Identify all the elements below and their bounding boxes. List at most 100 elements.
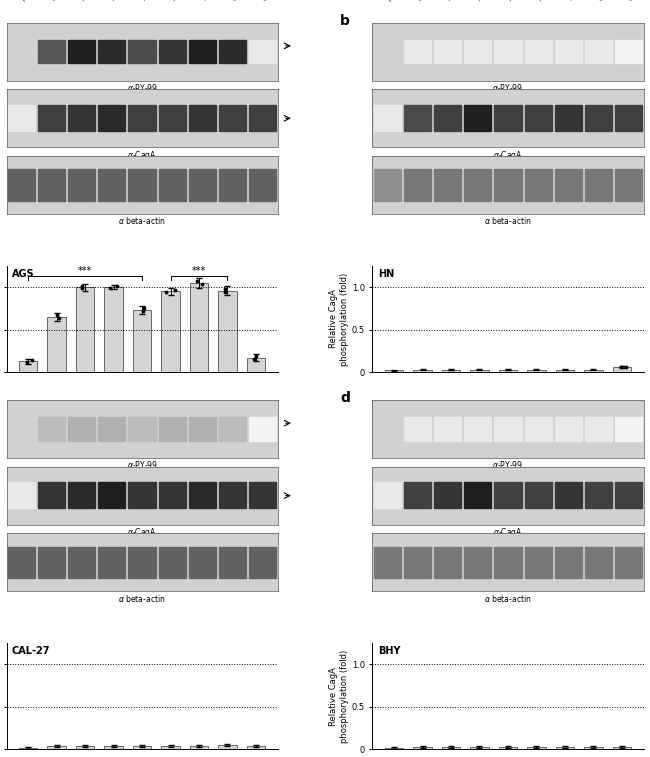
Bar [247, 357, 265, 372]
Text: 7.13 (USA): 7.13 (USA) [202, 0, 224, 2]
Text: Cuz20 (Peru): Cuz20 (Peru) [598, 0, 624, 2]
Bar [247, 746, 265, 749]
Text: ***: *** [78, 266, 92, 276]
Bar [68, 547, 96, 578]
Bar [68, 417, 96, 441]
Text: NCTC11637 (Australia): NCTC11637 (Australia) [172, 0, 215, 2]
Bar [76, 287, 94, 372]
Bar [464, 482, 491, 509]
Bar [133, 310, 151, 372]
Bar [129, 105, 155, 131]
Bar [129, 417, 155, 441]
Bar [464, 417, 491, 441]
Bar [404, 417, 431, 441]
Point [138, 302, 149, 314]
X-axis label: $\alpha$ beta-actin: $\alpha$ beta-actin [118, 593, 166, 603]
Bar [219, 547, 246, 578]
Bar [219, 40, 246, 64]
Bar [188, 482, 216, 509]
Bar [218, 291, 237, 372]
Text: AGS: AGS [12, 269, 34, 279]
X-axis label: $\alpha$ beta-actin: $\alpha$ beta-actin [118, 215, 166, 226]
Bar [470, 747, 489, 749]
Bar [159, 40, 186, 64]
Text: BHY: BHY [378, 646, 400, 656]
Bar [615, 547, 642, 578]
Bar [129, 40, 155, 64]
X-axis label: $\alpha$-CagA: $\alpha$-CagA [493, 148, 523, 162]
Bar [161, 291, 180, 372]
Bar [434, 40, 462, 64]
Bar [495, 482, 521, 509]
Bar [585, 170, 612, 201]
Bar [129, 482, 155, 509]
Bar [68, 170, 96, 201]
Bar [615, 105, 642, 131]
Bar [159, 482, 186, 509]
Bar [68, 40, 96, 64]
Bar [219, 482, 246, 509]
Bar [188, 417, 216, 441]
Text: Cuz20ΔcagY: Cuz20ΔcagY [263, 0, 287, 2]
Bar [585, 482, 612, 509]
X-axis label: $\alpha$-PY-99: $\alpha$-PY-99 [493, 82, 523, 93]
Bar [38, 547, 65, 578]
Bar [464, 40, 491, 64]
Bar [404, 170, 431, 201]
Bar [47, 317, 66, 372]
Bar [499, 747, 517, 749]
Bar [585, 547, 612, 578]
Bar [554, 482, 582, 509]
Bar [98, 547, 125, 578]
X-axis label: $\alpha$-CagA: $\alpha$-CagA [127, 526, 157, 539]
Bar [464, 547, 491, 578]
X-axis label: $\alpha$-CagA: $\alpha$-CagA [493, 526, 523, 539]
Bar [249, 105, 276, 131]
Bar [188, 40, 216, 64]
Bar [525, 40, 552, 64]
Y-axis label: Relative CagA
phosphorylation (fold): Relative CagA phosphorylation (fold) [330, 650, 349, 743]
X-axis label: $\alpha$-PY-99: $\alpha$-PY-99 [127, 82, 157, 93]
Bar [98, 40, 125, 64]
Bar [404, 482, 431, 509]
Bar [161, 746, 180, 749]
Bar [38, 482, 65, 509]
Bar [613, 747, 631, 749]
Point [22, 356, 32, 368]
Bar [525, 482, 552, 509]
Bar [219, 170, 246, 201]
Bar [374, 170, 401, 201]
Bar [470, 369, 489, 372]
Text: Mock: Mock [21, 0, 34, 2]
Point [77, 280, 87, 292]
Bar [188, 170, 216, 201]
Y-axis label: Relative CagA
phosphorylation (fold): Relative CagA phosphorylation (fold) [330, 273, 349, 366]
Text: d: d [340, 391, 350, 405]
Point [220, 285, 230, 298]
Text: CAL-27: CAL-27 [12, 646, 51, 656]
X-axis label: $\alpha$ beta-actin: $\alpha$ beta-actin [484, 593, 532, 603]
Bar [527, 369, 546, 372]
Bar [495, 417, 521, 441]
Text: Ka88 (Germany): Ka88 (Germany) [142, 0, 174, 2]
Bar [68, 105, 96, 131]
Point [77, 282, 87, 294]
Bar [188, 547, 216, 578]
Point [249, 353, 259, 365]
Bar [615, 170, 642, 201]
Bar [68, 482, 96, 509]
Bar [159, 547, 186, 578]
Bar [585, 105, 612, 131]
Text: HPAG1 (Sweden): HPAG1 (Sweden) [478, 0, 510, 2]
Bar [434, 417, 462, 441]
Point [111, 280, 122, 292]
Bar [615, 40, 642, 64]
Text: Ka88 (Germany): Ka88 (Germany) [508, 0, 540, 2]
Bar [495, 105, 521, 131]
Bar [556, 369, 574, 372]
Bar [434, 482, 462, 509]
Bar [159, 170, 186, 201]
Bar [585, 40, 612, 64]
Bar [495, 170, 521, 201]
Bar [385, 370, 403, 372]
